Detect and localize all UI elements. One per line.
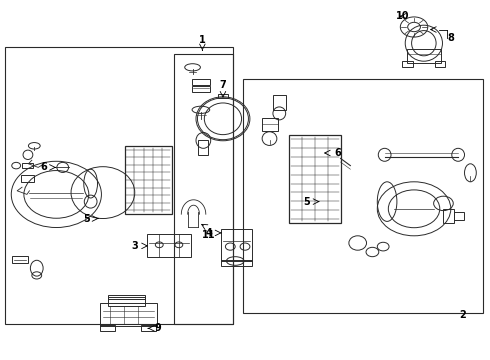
Bar [243, 79, 483, 313]
Text: 4: 4 [206, 228, 213, 238]
Bar [108, 297, 145, 306]
Bar [407, 49, 441, 63]
Text: 5: 5 [303, 197, 310, 207]
Text: 3: 3 [131, 241, 138, 251]
Bar [435, 61, 445, 67]
Text: 10: 10 [395, 11, 409, 21]
Bar [21, 175, 34, 182]
Text: 7: 7 [220, 80, 226, 90]
Text: 5: 5 [83, 213, 90, 224]
Bar [12, 256, 28, 263]
Bar [108, 295, 145, 299]
Bar [125, 146, 172, 214]
Bar [262, 118, 278, 131]
Bar [174, 54, 233, 324]
Text: 9: 9 [154, 323, 161, 333]
Text: 6: 6 [334, 148, 341, 158]
Bar [192, 86, 210, 92]
Text: 2: 2 [460, 310, 466, 320]
Bar [454, 212, 464, 220]
Bar [147, 234, 191, 257]
Text: 6: 6 [40, 162, 47, 172]
Text: 11: 11 [202, 230, 216, 240]
Bar [198, 140, 208, 155]
Bar [443, 209, 454, 223]
Bar [141, 325, 156, 331]
Text: 1: 1 [199, 35, 206, 45]
Bar [273, 95, 286, 110]
Bar [5, 47, 233, 324]
Bar [192, 79, 210, 85]
Bar [402, 61, 413, 67]
Bar [218, 94, 228, 98]
Bar [289, 135, 341, 223]
Bar [22, 163, 33, 168]
Bar [100, 325, 115, 331]
Bar [220, 260, 252, 266]
Bar [220, 229, 252, 261]
Text: 8: 8 [447, 33, 454, 43]
Bar [100, 303, 157, 326]
